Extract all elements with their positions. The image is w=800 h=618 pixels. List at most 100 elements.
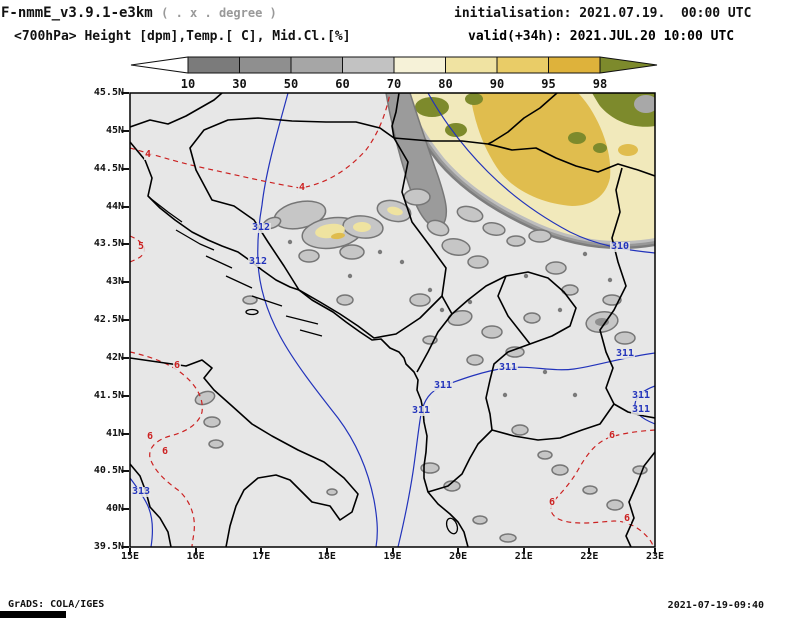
header-model-line: F-nmmE_v3.9.1-e3km ( . x . degree )	[1, 5, 277, 21]
plot-frame	[129, 92, 656, 548]
height-contour-label: 311	[614, 348, 636, 359]
lon-tick-label: 21E	[514, 551, 533, 562]
lat-tick-label: 40.5N	[93, 465, 124, 477]
lon-tick-mark	[522, 548, 525, 554]
lat-tick-mark	[122, 243, 129, 246]
italy-tyrrhenian-coastline	[130, 463, 172, 547]
colorbar-segment	[445, 56, 498, 74]
lon-tick-mark	[194, 548, 197, 554]
lon-tick-mark	[129, 548, 131, 554]
lon-tick-mark	[457, 548, 460, 554]
lon-tick-label: 16E	[186, 551, 205, 562]
credit: GrADS: COLA/IGES	[8, 599, 105, 610]
lon-tick-label: 17E	[252, 551, 271, 562]
lat-tick-mark	[122, 546, 129, 548]
height-contour-label: 311	[410, 405, 432, 416]
colorbar-tick-label: 50	[284, 77, 298, 91]
temperature-contour-label: 4	[143, 149, 153, 160]
model-title: F-nmmE_v3.9.1-e3km	[1, 5, 153, 21]
macedonia-greece-border	[491, 403, 615, 441]
resolution-note: ( . x . degree )	[161, 6, 277, 20]
lon-tick-label: 15E	[120, 551, 140, 562]
lat-tick-label: 40N	[105, 503, 124, 515]
lat-tick-mark	[122, 129, 129, 132]
slovenia-croatia-border	[130, 93, 223, 128]
map-background	[130, 93, 655, 547]
lat-tick-label: 44.5N	[93, 162, 124, 174]
lat-tick-mark	[122, 432, 129, 435]
lon-tick-mark	[325, 548, 328, 554]
colorbar-segment	[342, 56, 395, 74]
montenegro-serbia-link	[441, 295, 453, 315]
greek-aegean-coastline	[625, 451, 655, 547]
height-contour-label: 312	[250, 222, 272, 233]
colorbar-tick-label: 60	[335, 77, 349, 91]
lat-tick-mark	[122, 281, 129, 284]
serbia-bulgaria-border	[599, 167, 655, 419]
lon-tick-mark	[391, 548, 394, 554]
lat-tick-mark	[122, 356, 129, 359]
height-contour-label: 311	[432, 380, 454, 391]
lat-tick-label: 39.5N	[93, 541, 124, 552]
colorbar-segment	[548, 56, 601, 74]
height-contour-label: 312	[247, 256, 269, 267]
temperature-contour-label: 6	[622, 513, 632, 524]
height-contour-label: 310	[609, 241, 631, 252]
colorbar-segment	[393, 56, 446, 74]
lon-tick-label: 20E	[449, 551, 468, 562]
temp-contour-4	[130, 93, 391, 189]
cloud-specks	[287, 239, 613, 398]
colorbar-arrow-high	[599, 56, 658, 74]
kosovo-internal-border	[497, 275, 531, 345]
albania-greece-border	[427, 429, 493, 493]
lat-tick-mark	[122, 470, 129, 473]
height-contour-label: 311	[497, 362, 519, 373]
field-title: <700hPa> Height [dpm],Temp.[ C], Mid.Cl.…	[14, 29, 351, 44]
corfu-island	[445, 517, 459, 535]
lon-tick-mark	[588, 548, 591, 554]
temperature-contour-label: 6	[172, 360, 182, 371]
colorbar-tick-label: 30	[232, 77, 246, 91]
lat-tick-mark	[122, 319, 129, 321]
temp-contour-6-west	[130, 351, 203, 547]
coastlines-borders	[130, 93, 655, 547]
temperature-contour-label: 6	[547, 497, 557, 508]
colorbar-tick-label: 98	[593, 77, 607, 91]
temperature-contours	[130, 93, 655, 547]
danube-border	[487, 143, 655, 177]
temperature-contour-label: 6	[145, 431, 155, 442]
gray-cloud-plume	[385, 93, 448, 229]
lat-tick-label: 41N	[105, 427, 124, 439]
lat-tick-mark	[122, 394, 129, 397]
italy-adriatic-coastline	[130, 357, 359, 547]
lat-tick-mark	[122, 205, 129, 208]
lat-tick-label: 45.5N	[93, 87, 124, 98]
colorbar-segment	[239, 56, 292, 74]
lat-tick-label: 44N	[105, 200, 124, 212]
adriatic-east-coastline	[130, 141, 469, 547]
height-contour-310	[427, 93, 655, 254]
lat-tick-label: 42N	[105, 351, 124, 363]
serbia-romania-border	[487, 93, 558, 145]
cloud-shading-blobs	[194, 188, 648, 543]
height-contour-label: 311	[630, 390, 652, 401]
lat-tick-label: 43N	[105, 276, 124, 288]
temperature-contour-label: 6	[607, 430, 617, 441]
lon-tick-label: 22E	[580, 551, 599, 562]
temp-contour-5	[130, 235, 145, 263]
sava-line	[393, 137, 489, 145]
lat-tick-mark	[122, 167, 129, 170]
bottom-left-bar	[0, 611, 66, 618]
colorbar-arrow-low	[130, 56, 189, 74]
colorbar-segment	[187, 56, 240, 74]
colorbar-tick-label: 95	[541, 77, 555, 91]
lat-tick-label: 42.5N	[93, 314, 124, 325]
height-contours	[130, 93, 655, 547]
lon-tick-mark	[260, 548, 263, 554]
colorbar-tick-label: 90	[490, 77, 504, 91]
lat-tick-mark	[122, 508, 129, 511]
colorbar-segment	[290, 56, 343, 74]
